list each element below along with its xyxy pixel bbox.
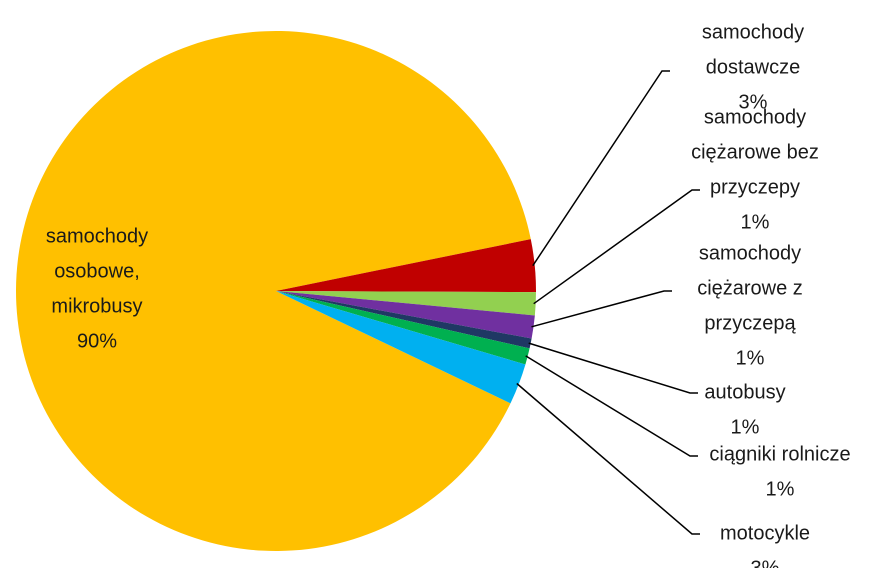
- slice-name-label: samochody: [699, 242, 801, 264]
- slice-name-label: dostawcze: [706, 56, 801, 78]
- pie-slice-6: [276, 291, 530, 365]
- leader-line-5: [528, 342, 698, 394]
- pie-slice-5: [276, 291, 532, 349]
- pie-slice-1: [16, 31, 531, 552]
- slice-name-label: ciężarowe bez: [691, 141, 819, 163]
- slice-name-label: samochody: [702, 21, 804, 43]
- slice-value-label: 1%: [736, 347, 765, 369]
- slice-value-label: 3%: [739, 91, 768, 113]
- pie-slice-4: [276, 291, 535, 339]
- slice-name-label: przyczepy: [710, 176, 800, 198]
- slice-name-label: ciężarowe z: [697, 277, 803, 299]
- slice-label-3: samochody ciężarowe bez przyczepy 1%: [691, 106, 819, 233]
- slice-name-label: samochody: [704, 106, 806, 128]
- slice-name-label: autobusy: [704, 381, 785, 403]
- pie-slice-3: [276, 291, 536, 316]
- pie-slice-7: [276, 291, 526, 404]
- slice-label-4: samochody ciężarowe z przyczepą 1%: [697, 242, 803, 369]
- slice-value-label: 1%: [731, 416, 760, 438]
- pie-slices: [16, 31, 537, 552]
- slice-value-label: 3%: [751, 557, 780, 568]
- slice-name-label: mikrobusy: [51, 295, 142, 317]
- leader-line-6: [525, 355, 698, 457]
- slice-value-label: 1%: [741, 211, 770, 233]
- slice-label-5: autobusy 1%: [704, 381, 785, 438]
- slice-name-label: ciągniki rolnicze: [709, 443, 850, 465]
- pie-slice-2: [276, 239, 537, 293]
- leader-line-2: [532, 70, 670, 267]
- slice-name-label: samochody: [46, 225, 148, 247]
- slice-name-label: przyczepą: [704, 312, 796, 334]
- leader-line-7: [516, 382, 700, 535]
- slice-value-label: 90%: [77, 330, 117, 352]
- slice-label-7: motocykle 3%: [720, 522, 810, 568]
- leader-line-4: [531, 290, 672, 328]
- slice-label-1: samochody osobowe, mikrobusy 90%: [46, 225, 148, 352]
- slice-name-label: osobowe,: [54, 260, 140, 282]
- slice-name-label: motocykle: [720, 522, 810, 544]
- slice-label-6: ciągniki rolnicze 1%: [709, 443, 850, 500]
- pie-labels: samochody osobowe, mikrobusy 90% samochody do…: [46, 21, 851, 568]
- slice-label-2: samochody dostawcze 3%: [702, 21, 804, 113]
- slice-value-label: 1%: [766, 478, 795, 500]
- leader-line-3: [533, 189, 700, 305]
